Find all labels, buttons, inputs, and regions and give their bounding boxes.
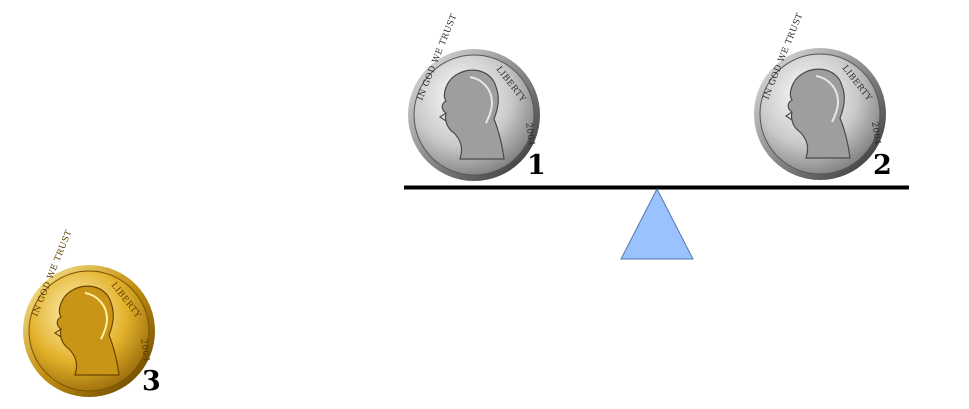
- coin-1: IN GOD WE TRUST LIBERTY 2004 1: [408, 12, 546, 181]
- gold-nickel-icon: IN GOD WE TRUST LIBERTY 2004: [23, 228, 155, 397]
- coin-year: 2004: [138, 338, 151, 363]
- coin-2: IN GOD WE TRUST LIBERTY 2004 2: [754, 11, 892, 181]
- coin-number-label: 3: [142, 366, 161, 397]
- silver-nickel-icon: IN GOD WE TRUST LIBERTY 2004: [408, 12, 540, 181]
- silver-nickel-icon: IN GOD WE TRUST LIBERTY 2004: [754, 11, 886, 180]
- coin-3: IN GOD WE TRUST LIBERTY 2004 3: [23, 228, 161, 397]
- coin-year: 2004: [523, 122, 536, 147]
- coin-year: 2004: [869, 121, 882, 146]
- coin-number-label: 1: [527, 150, 546, 181]
- coin-number-label: 2: [873, 150, 892, 181]
- fulcrum-triangle: [620, 187, 694, 260]
